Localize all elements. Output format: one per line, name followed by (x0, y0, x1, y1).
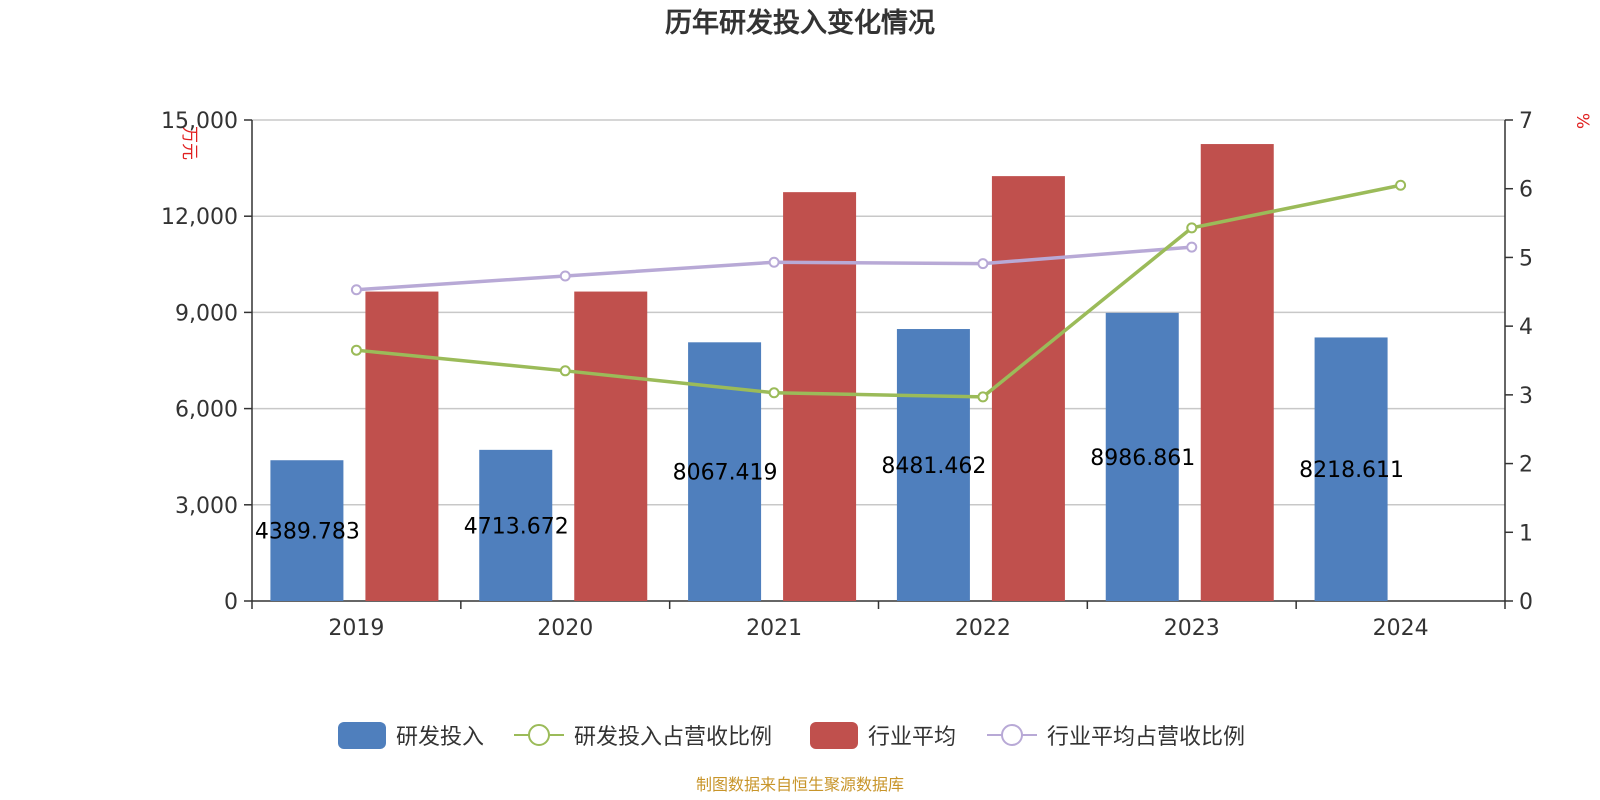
point-rd-ratio-2020 (559, 365, 571, 377)
bar-industry-2019 (365, 291, 439, 601)
legend-item-rd-ratio[interactable]: 研发投入占营收比例 (514, 724, 772, 750)
point-rd-ratio-2021 (768, 387, 780, 399)
y-right-tick-label-4: 4 (1519, 315, 1533, 340)
x-tick-labels: 2019 2020 2021 2022 2023 2024 (328, 616, 1428, 641)
y-left-tick-label-0: 0 (224, 590, 238, 615)
y-left-tick-label-4: 12,000 (161, 205, 238, 230)
point-rd-ratio-2022 (977, 391, 989, 403)
legend-swatch-industry (810, 722, 858, 749)
point-industry-ratio-2019 (350, 284, 362, 296)
bar-rd-2020 (479, 449, 553, 601)
bar-rd-2019 (270, 460, 344, 601)
axes (251, 120, 1506, 609)
x-tick-label-2021: 2021 (746, 616, 802, 641)
bar-rd-2024 (1314, 337, 1388, 601)
point-rd-ratio-2019 (350, 344, 362, 356)
data-label-rd-2024: 8218.611 (1299, 458, 1404, 483)
bar-industry-2020 (574, 291, 648, 601)
point-rd-ratio-2023 (1186, 222, 1198, 234)
y-left-tick-labels: 0 3,000 6,000 9,000 12,000 15,000 (161, 109, 252, 615)
y-right-tick-label-2: 2 (1519, 453, 1533, 478)
bar-rd-2023 (1105, 312, 1179, 601)
y-right-tick-label-7: 7 (1519, 109, 1533, 134)
legend-label-rd-ratio: 研发投入占营收比例 (574, 725, 772, 750)
legend-label-industry: 行业平均 (868, 725, 956, 750)
data-source-note: 制图数据来自恒生聚源数据库 (696, 775, 904, 794)
y-left-tick-label-2: 6,000 (175, 398, 238, 423)
legend: 研发投入 研发投入占营收比例 行业平均 行业平均占营收比例 (338, 722, 1245, 750)
y-left-tick-label-3: 9,000 (175, 301, 238, 326)
bar-series (270, 144, 1388, 602)
bar-rd-2022 (896, 329, 970, 601)
line-series (350, 179, 1407, 403)
legend-swatch-rd (338, 722, 386, 749)
data-label-rd-2023: 8986.861 (1090, 446, 1195, 471)
point-rd-ratio-2024 (1395, 179, 1407, 191)
x-tick-label-2022: 2022 (955, 616, 1011, 641)
data-label-rd-2022: 8481.462 (881, 454, 986, 479)
legend-marker-rd-ratio (528, 724, 550, 746)
legend-label-industry-ratio: 行业平均占营收比例 (1047, 725, 1245, 750)
y-right-tick-label-1: 1 (1519, 521, 1533, 546)
gridlines (252, 119, 1505, 506)
y-left-tick-label-1: 3,000 (175, 494, 238, 519)
line-rd-ratio (356, 183, 1401, 399)
legend-label-rd: 研发投入 (396, 725, 484, 750)
x-tick-label-2024: 2024 (1373, 616, 1429, 641)
point-industry-ratio-2021 (768, 256, 780, 268)
y-right-tick-label-0: 0 (1519, 590, 1533, 615)
chart-title: 历年研发投入变化情况 (665, 7, 935, 39)
legend-item-rd[interactable]: 研发投入 (338, 722, 484, 750)
point-industry-ratio-2022 (977, 258, 989, 270)
bar-industry-2021 (783, 192, 857, 601)
bar-data-labels: 4389.783 4713.672 8067.419 8481.462 8986.861… (255, 446, 1404, 545)
y-right-unit: % (1572, 113, 1592, 129)
y-left-tick-label-5: 15,000 (161, 109, 238, 134)
legend-item-industry-ratio[interactable]: 行业平均占营收比例 (987, 724, 1245, 750)
legend-item-industry[interactable]: 行业平均 (810, 722, 956, 750)
y-left-unit: 万元 (179, 126, 199, 160)
point-industry-ratio-2020 (559, 270, 571, 282)
data-label-rd-2020: 4713.672 (464, 514, 569, 539)
y-right-tick-labels: 0 1 2 3 4 5 6 7 (1505, 109, 1533, 615)
point-industry-ratio-2023 (1186, 241, 1198, 253)
y-right-tick-label-6: 6 (1519, 178, 1533, 203)
y-right-tick-label-3: 3 (1519, 384, 1533, 409)
bar-industry-2022 (991, 176, 1065, 601)
data-label-rd-2019: 4389.783 (255, 520, 360, 545)
y-right-tick-label-5: 5 (1519, 246, 1533, 271)
line-industry-ratio (356, 245, 1192, 292)
data-label-rd-2021: 8067.419 (673, 461, 778, 486)
x-tick-label-2020: 2020 (537, 616, 593, 641)
x-tick-label-2023: 2023 (1164, 616, 1220, 641)
x-tick-label-2019: 2019 (328, 616, 384, 641)
legend-marker-industry-ratio (1001, 724, 1023, 746)
